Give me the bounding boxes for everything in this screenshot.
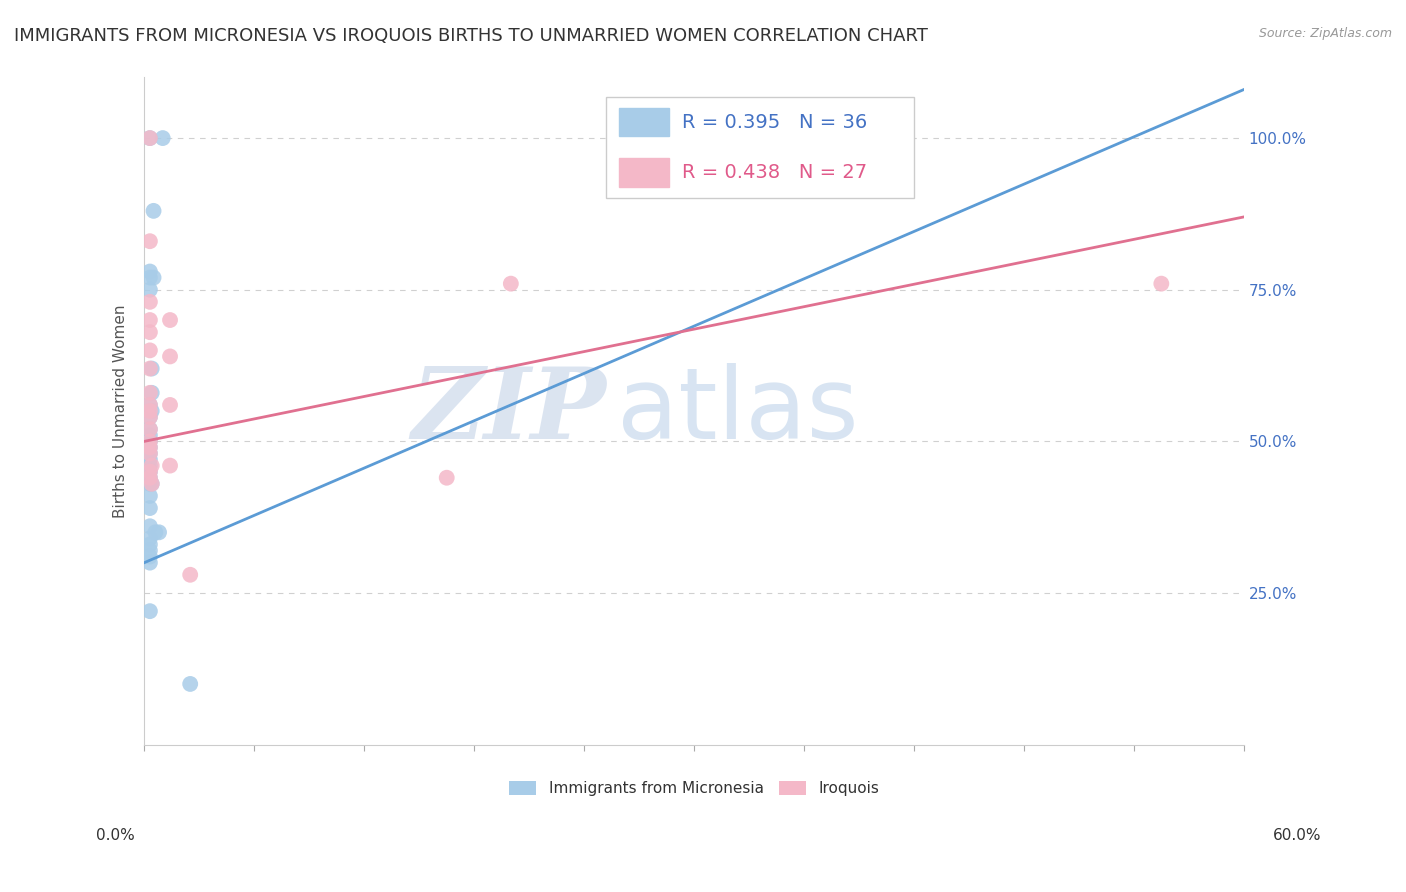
Point xyxy=(139,325,162,339)
FancyBboxPatch shape xyxy=(619,109,669,136)
Point xyxy=(139,131,162,145)
Point xyxy=(139,398,162,412)
Point xyxy=(139,410,162,425)
Point xyxy=(159,398,181,412)
Text: atlas: atlas xyxy=(617,362,859,459)
Text: 60.0%: 60.0% xyxy=(1274,828,1322,843)
Point xyxy=(141,404,163,418)
Text: IMMIGRANTS FROM MICRONESIA VS IROQUOIS BIRTHS TO UNMARRIED WOMEN CORRELATION CHA: IMMIGRANTS FROM MICRONESIA VS IROQUOIS B… xyxy=(14,27,928,45)
Point xyxy=(139,422,162,436)
Point xyxy=(139,604,162,618)
Point xyxy=(139,410,162,425)
Point xyxy=(141,476,163,491)
Point xyxy=(141,385,163,400)
Text: Source: ZipAtlas.com: Source: ZipAtlas.com xyxy=(1258,27,1392,40)
Text: ZIP: ZIP xyxy=(411,363,606,459)
Point xyxy=(139,441,162,455)
Text: 0.0%: 0.0% xyxy=(96,828,135,843)
Point xyxy=(141,361,163,376)
Point xyxy=(139,313,162,327)
Point xyxy=(1150,277,1173,291)
Point xyxy=(142,270,165,285)
Point xyxy=(139,489,162,503)
Point xyxy=(139,471,162,485)
Point xyxy=(148,525,170,540)
Point xyxy=(159,313,181,327)
Text: R = 0.438   N = 27: R = 0.438 N = 27 xyxy=(682,163,868,182)
Point xyxy=(139,556,162,570)
Point xyxy=(139,471,162,485)
Point xyxy=(139,519,162,533)
Point xyxy=(139,465,162,479)
FancyBboxPatch shape xyxy=(619,159,669,186)
Point xyxy=(436,471,458,485)
Point xyxy=(139,361,162,376)
Point xyxy=(139,343,162,358)
Point xyxy=(139,270,162,285)
Point xyxy=(139,434,162,449)
Point xyxy=(139,446,162,460)
Text: R = 0.395   N = 36: R = 0.395 N = 36 xyxy=(682,113,868,132)
Point xyxy=(141,458,163,473)
Point xyxy=(159,350,181,364)
Point xyxy=(141,476,163,491)
Point xyxy=(139,441,162,455)
Point xyxy=(139,465,162,479)
Point xyxy=(139,501,162,516)
Point xyxy=(499,277,522,291)
Legend: Immigrants from Micronesia, Iroquois: Immigrants from Micronesia, Iroquois xyxy=(501,773,887,804)
Point xyxy=(139,537,162,551)
Point xyxy=(152,131,174,145)
Point xyxy=(139,294,162,309)
Point xyxy=(139,422,162,436)
Point xyxy=(139,264,162,278)
Point xyxy=(139,452,162,467)
Point xyxy=(655,131,678,145)
FancyBboxPatch shape xyxy=(606,97,914,197)
Point xyxy=(139,131,162,145)
Point xyxy=(139,234,162,248)
Point xyxy=(139,476,162,491)
Point xyxy=(139,404,162,418)
Point xyxy=(139,283,162,297)
Point xyxy=(139,458,162,473)
Y-axis label: Births to Unmarried Women: Births to Unmarried Women xyxy=(114,304,128,517)
Point xyxy=(139,398,162,412)
Point xyxy=(139,543,162,558)
Point xyxy=(139,434,162,449)
Point xyxy=(179,677,201,691)
Point xyxy=(139,549,162,564)
Point xyxy=(145,525,167,540)
Point xyxy=(142,203,165,218)
Point xyxy=(139,428,162,442)
Point xyxy=(159,458,181,473)
Point xyxy=(139,385,162,400)
Point xyxy=(139,446,162,460)
Point xyxy=(139,532,162,546)
Point xyxy=(179,567,201,582)
